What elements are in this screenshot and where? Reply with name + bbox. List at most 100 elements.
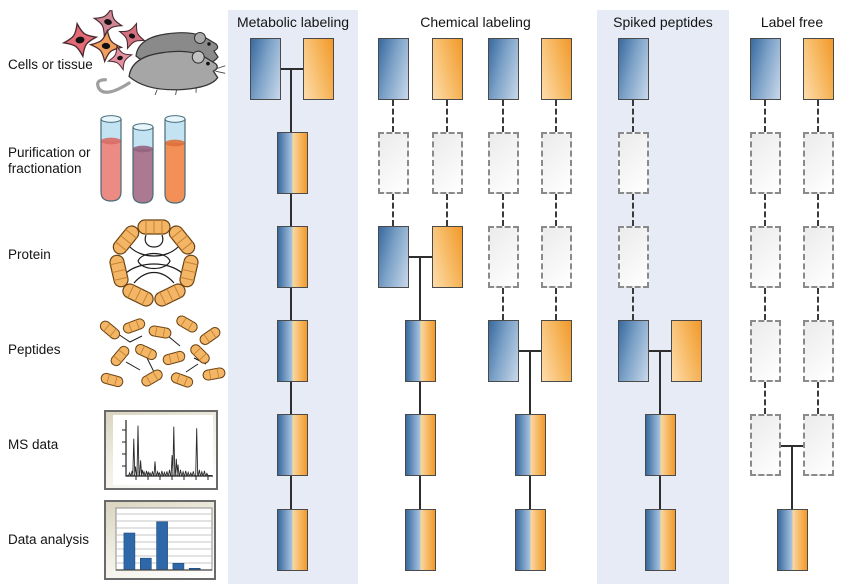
- box-labelfree-cells-b: [803, 38, 834, 100]
- dashed-connector: [632, 288, 634, 320]
- row-label-protein: Protein: [8, 247, 51, 262]
- dashed-connector: [764, 288, 766, 320]
- dashed-connector: [555, 100, 557, 132]
- box-metabolic-cells-b: [303, 38, 334, 100]
- box-spiked-peptides-standard: [671, 320, 702, 382]
- dashed-connector: [632, 194, 634, 226]
- dashed-connector: [764, 194, 766, 226]
- dashed-connector: [817, 194, 819, 226]
- dashed-connector: [764, 382, 766, 414]
- ms-spectrum-icon: [104, 410, 218, 490]
- box-labelfree-peptides-b: [803, 320, 834, 382]
- box-labelfree-protein-b: [803, 226, 834, 288]
- metabolic-band: [228, 10, 358, 584]
- row-label-data-analysis: Data analysis: [8, 532, 90, 547]
- mouse-icon-front: [96, 50, 226, 96]
- box-chemical2-cells-b: [541, 38, 572, 100]
- box-chemical2-peptides-a: [488, 320, 519, 382]
- solid-connector: [791, 446, 793, 509]
- box-chemical1-peptides-merged: [405, 320, 436, 382]
- peptide-links: [117, 333, 207, 373]
- test-tube: [100, 115, 122, 202]
- box-spiked-analysis-merged: [645, 509, 676, 571]
- box-chemical1-purification-b: [432, 132, 463, 194]
- box-labelfree-msdata-a: [750, 414, 781, 476]
- dashed-connector: [446, 100, 448, 132]
- row-label-purification: Purification or fractionation: [8, 145, 91, 176]
- protein-icon: [109, 219, 199, 307]
- box-chemical2-msdata-merged: [515, 414, 546, 476]
- box-spiked-cells-a: [618, 38, 649, 100]
- box-metabolic-msdata-merged: [277, 414, 308, 476]
- column-title-spiked: Spiked peptides: [613, 14, 713, 30]
- box-metabolic-protein-merged: [277, 226, 308, 288]
- box-labelfree-peptides-a: [750, 320, 781, 382]
- box-chemical2-protein-b: [541, 226, 572, 288]
- dashed-connector: [502, 100, 504, 132]
- box-chemical1-analysis-merged: [405, 509, 436, 571]
- analysis-plot: [115, 507, 213, 571]
- cell-cluster: [61, 10, 147, 72]
- row-label-cells-or-tissue: Cells or tissue: [8, 57, 93, 72]
- test-tubes-icon: [100, 115, 186, 204]
- row-label-ms-data: MS data: [8, 437, 59, 452]
- box-labelfree-cells-a: [750, 38, 781, 100]
- solid-connector: [419, 257, 421, 509]
- box-chemical1-protein-b: [432, 226, 463, 288]
- dashed-connector: [555, 194, 557, 226]
- dashed-connector: [817, 100, 819, 132]
- box-chemical1-msdata-merged: [405, 414, 436, 476]
- dashed-connector: [392, 100, 394, 132]
- box-chemical2-peptides-b: [541, 320, 572, 382]
- ms-x-ticks: [135, 476, 209, 480]
- solid-connector: [290, 69, 292, 509]
- dashed-connector: [502, 288, 504, 320]
- bar-chart-icon: [104, 500, 216, 580]
- box-chemical1-purification-a: [378, 132, 409, 194]
- dashed-connector: [446, 194, 448, 226]
- box-metabolic-analysis-merged: [277, 509, 308, 571]
- dashed-connector: [817, 382, 819, 414]
- box-chemical1-cells-b: [432, 38, 463, 100]
- ms-spectrum-trace: [127, 425, 212, 476]
- box-metabolic-peptides-merged: [277, 320, 308, 382]
- protein-loops: [125, 234, 183, 284]
- peptide-helices: [99, 315, 226, 388]
- box-spiked-protein-a: [618, 226, 649, 288]
- box-chemical1-protein-a: [378, 226, 409, 288]
- column-title-label-free: Label free: [760, 14, 824, 30]
- test-tube: [132, 123, 154, 204]
- peptides-icon: [99, 315, 226, 388]
- box-chemical2-purification-a: [488, 132, 519, 194]
- column-title-chemical: Chemical labeling: [420, 14, 531, 30]
- box-labelfree-analysis-merged: [777, 509, 808, 571]
- dashed-connector: [502, 194, 504, 226]
- ms-y-ticks: [122, 429, 126, 467]
- box-labelfree-purification-b: [803, 132, 834, 194]
- box-labelfree-msdata-b: [803, 414, 834, 476]
- spiked-band: [597, 10, 729, 584]
- dashed-connector: [555, 288, 557, 320]
- box-chemical2-purification-b: [541, 132, 572, 194]
- box-labelfree-purification-a: [750, 132, 781, 194]
- box-metabolic-purification-merged: [277, 132, 308, 194]
- box-chemical2-analysis-merged: [515, 509, 546, 571]
- test-tube: [164, 115, 186, 204]
- solid-connector: [281, 68, 303, 70]
- box-labelfree-protein-a: [750, 226, 781, 288]
- box-spiked-purification-a: [618, 132, 649, 194]
- box-metabolic-cells-a: [250, 38, 281, 100]
- dashed-connector: [392, 194, 394, 226]
- helix-ring: [109, 219, 199, 307]
- box-spiked-peptides-a: [618, 320, 649, 382]
- dashed-connector: [817, 288, 819, 320]
- box-spiked-msdata-merged: [645, 414, 676, 476]
- box-chemical1-cells-a: [378, 38, 409, 100]
- box-chemical2-cells-a: [488, 38, 519, 100]
- ms-spectrum-plot: [113, 415, 213, 485]
- box-chemical2-protein-a: [488, 226, 519, 288]
- cells-tissue-icon: [61, 10, 226, 96]
- dashed-connector: [632, 100, 634, 132]
